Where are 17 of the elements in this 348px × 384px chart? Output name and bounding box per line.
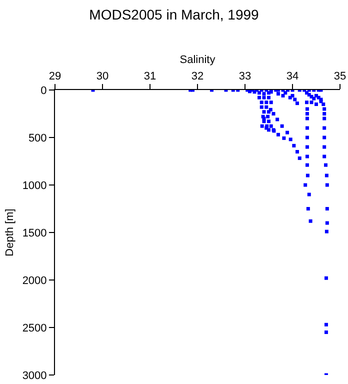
x-tick-label: 29 — [48, 70, 62, 83]
y-tick-label: 2500 — [22, 322, 47, 334]
y-tick-label: 1000 — [22, 180, 47, 192]
x-tick-label: 35 — [334, 70, 346, 83]
y-tick-label: 2000 — [22, 274, 47, 287]
x-tick-label: 34 — [286, 70, 299, 83]
x-tick-label: 33 — [238, 70, 252, 83]
y-tick-label: 1500 — [22, 227, 47, 240]
y-tick-label: 3000 — [22, 370, 47, 382]
y-tick-label: 500 — [28, 132, 47, 144]
x-tick-label: 32 — [191, 70, 204, 83]
x-axis-title: Salinity — [180, 54, 216, 66]
x-tick-label: 31 — [144, 70, 156, 83]
y-tick-label: 0 — [40, 84, 47, 97]
chart-title: MODS2005 in March, 1999 — [89, 6, 260, 22]
x-tick-label: 30 — [96, 70, 109, 83]
y-axis-title: Depth [m] — [4, 208, 16, 256]
